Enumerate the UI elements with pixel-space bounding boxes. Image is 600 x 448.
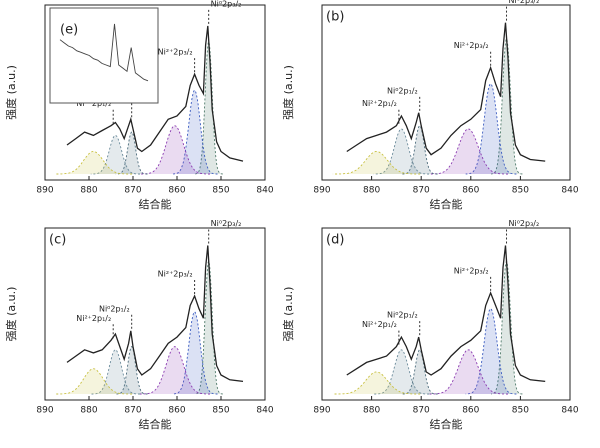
inset-frame — [49, 7, 159, 104]
plot-frame — [321, 227, 571, 401]
spectrum-line — [346, 22, 546, 162]
x-tick-label: 860 — [168, 406, 185, 416]
x-axis-label: 结合能 — [430, 417, 463, 431]
y-axis-label: 强度 (a.u.) — [281, 287, 295, 342]
x-tick-label: 840 — [561, 406, 578, 416]
fit-component — [401, 125, 438, 175]
x-tick-label: 840 — [256, 186, 273, 196]
x-tick-label: 850 — [512, 406, 529, 416]
peak-annotation: Ni⁰2p₁/₂ — [99, 304, 130, 313]
x-tick-label: 880 — [80, 186, 97, 196]
x-tick-label: 890 — [313, 406, 330, 416]
fit-component — [195, 40, 223, 175]
fit-component — [54, 368, 133, 395]
x-tick-label: 840 — [561, 186, 578, 196]
x-tick-label: 870 — [413, 406, 430, 416]
peak-annotation: Ni²⁺2p₁/₂ — [362, 99, 397, 108]
peak-annotation: Ni⁰2p₃/₂ — [211, 0, 242, 8]
x-tick-label: 890 — [36, 186, 53, 196]
peak-annotation: Ni⁰2p₁/₂ — [387, 311, 418, 320]
fit-component — [465, 308, 517, 395]
peak-annotation: Ni²⁺2p₁/₂ — [362, 320, 397, 329]
plot-frame — [44, 4, 266, 181]
x-tick-label: 880 — [363, 406, 380, 416]
peak-annotation: Ni⁰2p₃/₂ — [509, 219, 540, 228]
fit-component — [428, 128, 508, 175]
y-axis-label: 强度 (a.u.) — [4, 65, 18, 120]
fit-component — [465, 83, 517, 175]
x-axis-label: 结合能 — [139, 197, 172, 211]
x-tick-label: 840 — [256, 406, 273, 416]
x-tick-label: 850 — [212, 406, 229, 416]
fit-component — [90, 349, 140, 395]
fit-component — [373, 349, 430, 395]
y-axis-label: 强度 (a.u.) — [4, 287, 18, 342]
inset-label: (e) — [60, 23, 78, 38]
fit-component — [401, 349, 438, 395]
plot-frame — [321, 4, 571, 181]
panel-label: (d) — [326, 233, 344, 248]
x-tick-label: 850 — [212, 186, 229, 196]
peak-annotation: Ni²⁺2p₁/₂ — [76, 99, 111, 108]
x-tick-label: 860 — [462, 186, 479, 196]
x-tick-label: 890 — [313, 186, 330, 196]
x-tick-label: 880 — [363, 186, 380, 196]
fit-component — [332, 371, 421, 395]
fit-component — [428, 349, 508, 395]
fit-component — [172, 311, 218, 395]
fit-component — [373, 128, 430, 175]
x-tick-label: 880 — [80, 406, 97, 416]
peak-annotation: Ni⁰2p₁/₂ — [387, 86, 418, 95]
x-tick-label: 870 — [413, 186, 430, 196]
panel-label: (b) — [326, 10, 344, 25]
spectrum-line — [66, 245, 244, 383]
fit-component — [172, 89, 218, 175]
x-axis-label: 结合能 — [139, 417, 172, 431]
fit-component — [90, 134, 140, 175]
fit-component — [139, 125, 210, 175]
fit-component — [115, 346, 148, 395]
peak-annotation: Ni²⁺2p₃/₂ — [454, 41, 489, 50]
x-tick-label: 870 — [124, 406, 141, 416]
peak-annotation: Ni²⁺2p₃/₂ — [158, 270, 193, 279]
x-tick-label: 860 — [462, 406, 479, 416]
x-tick-label: 890 — [36, 406, 53, 416]
inset-spectrum — [59, 23, 149, 82]
fit-component — [115, 131, 148, 175]
y-axis-label: 强度 (a.u.) — [281, 65, 295, 120]
x-tick-label: 870 — [124, 186, 141, 196]
peak-annotation: Ni²⁺2p₃/₂ — [158, 48, 193, 57]
plot-frame — [44, 227, 266, 401]
peak-annotation: Ni⁰2p₃/₂ — [211, 219, 242, 228]
spectrum-line — [66, 25, 244, 162]
fit-component — [491, 37, 523, 175]
fit-component — [54, 151, 133, 175]
spectrum-line — [346, 245, 546, 383]
peak-annotation: Ni²⁺2p₃/₂ — [454, 266, 489, 275]
x-axis-label: 结合能 — [430, 197, 463, 211]
fit-component — [139, 346, 210, 395]
peak-annotation: Ni²⁺2p₁/₂ — [76, 314, 111, 323]
x-tick-label: 860 — [168, 186, 185, 196]
fit-component — [332, 151, 421, 175]
peak-annotation: Ni⁰2p₃/₂ — [509, 0, 540, 5]
x-tick-label: 850 — [512, 186, 529, 196]
panel-label: (c) — [49, 233, 66, 248]
